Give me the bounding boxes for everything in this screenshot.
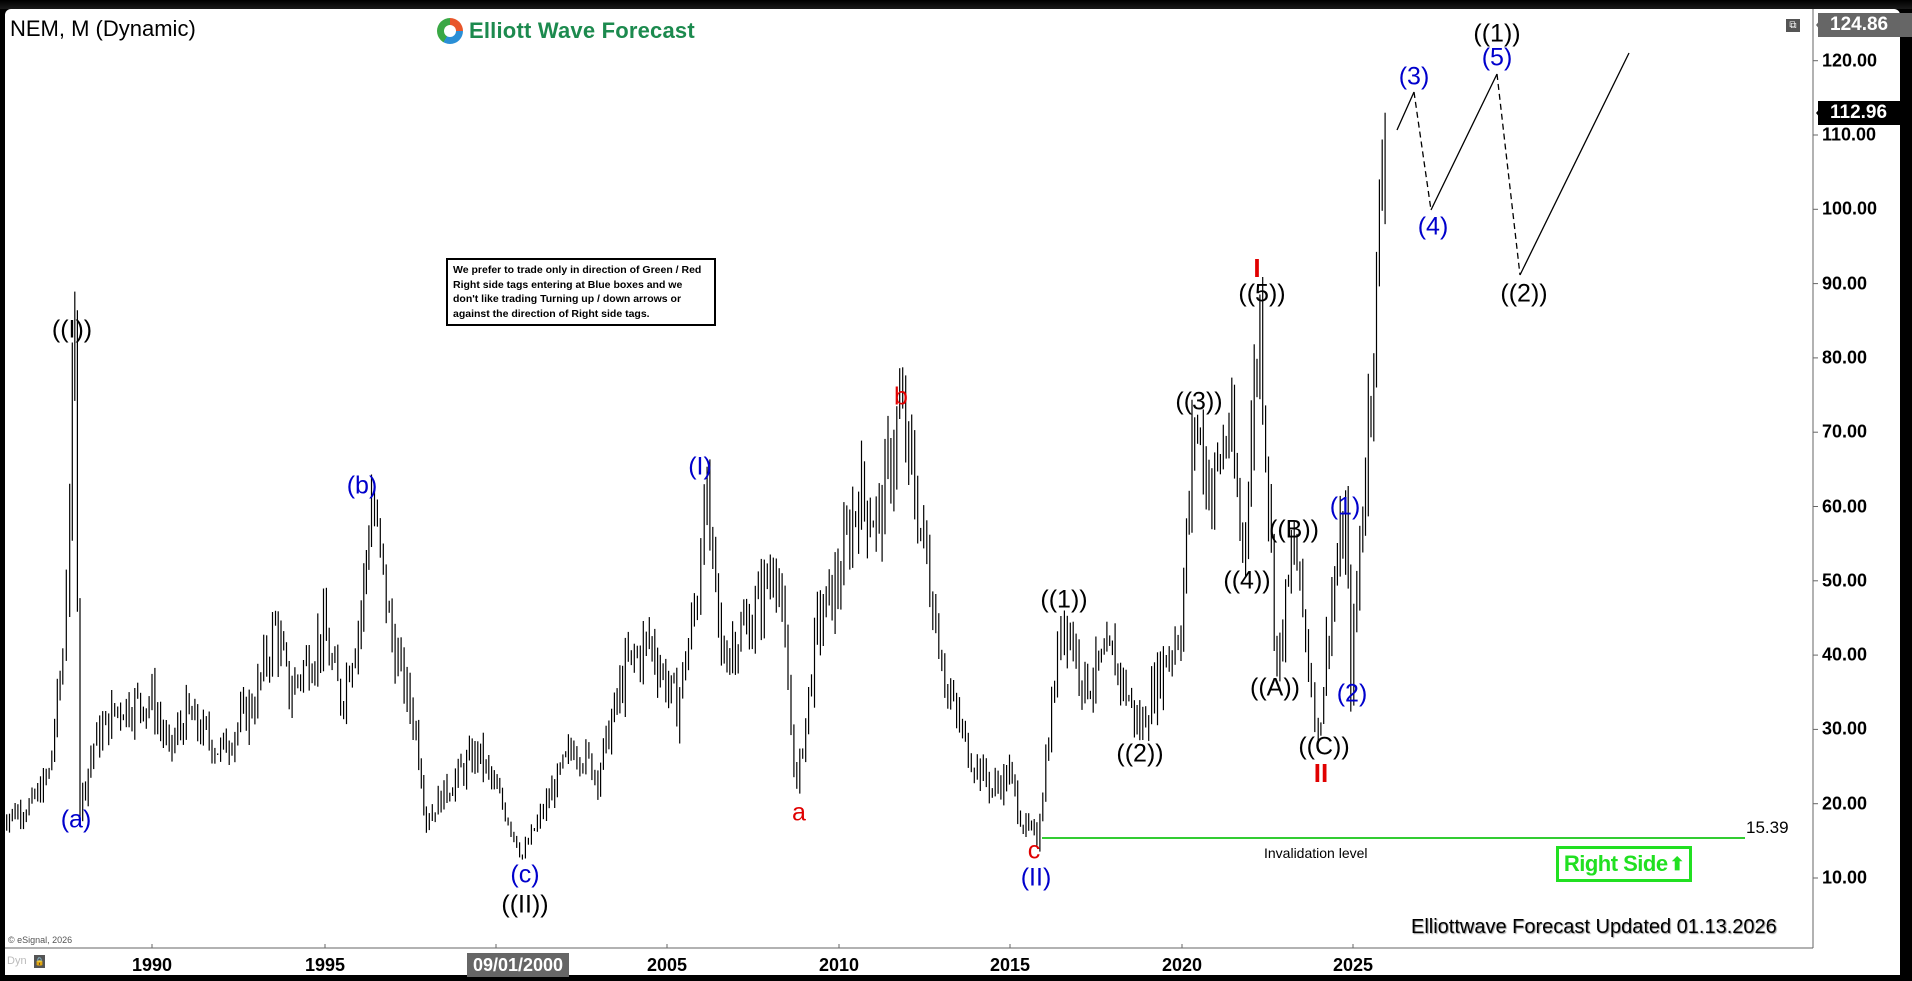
wave-label: ((A)) xyxy=(1250,673,1300,702)
wave-label: (II) xyxy=(1020,863,1052,892)
right-side-tag: Right Side ⬆ xyxy=(1556,846,1692,882)
wave-label: ((3)) xyxy=(1175,387,1223,416)
price-axis-label: 20.00 xyxy=(1822,793,1868,814)
wave-label: ((C)) xyxy=(1298,732,1350,761)
wave-label: (5) xyxy=(1481,43,1513,72)
wave-label: (c) xyxy=(510,860,540,889)
wave-label: II xyxy=(1313,758,1329,788)
price-axis-label: 10.00 xyxy=(1822,867,1868,888)
price-axis-label: 50.00 xyxy=(1822,570,1868,591)
lock-icon[interactable]: 🔒 xyxy=(34,955,45,968)
high-price-tag: 124.86 xyxy=(1816,13,1912,37)
time-axis-label: 2025 xyxy=(1332,955,1374,975)
chart-window xyxy=(5,9,1900,975)
wave-label: (2) xyxy=(1336,679,1368,708)
crosshair-date-label: 09/01/2000 xyxy=(467,953,569,977)
wave-label: (1) xyxy=(1329,492,1361,521)
logo-text: Elliott Wave Forecast xyxy=(469,18,695,43)
price-axis-label: 40.00 xyxy=(1822,644,1868,665)
wave-label: ((1)) xyxy=(1473,19,1521,48)
time-axis-label: 1990 xyxy=(131,955,173,975)
wave-label: ((I)) xyxy=(51,315,93,344)
wave-label: (a) xyxy=(60,805,92,834)
logo-mark-icon xyxy=(437,18,463,44)
wave-label: ((2)) xyxy=(1500,279,1548,308)
wave-label: b xyxy=(894,382,908,411)
copyright-text: © eSignal, 2026 xyxy=(8,935,73,945)
last-price-tag: 112.96 xyxy=(1816,101,1912,125)
time-axis-label: 2015 xyxy=(989,955,1031,975)
wave-label: ((2)) xyxy=(1116,739,1164,768)
dyn-label[interactable]: Dyn xyxy=(7,955,27,967)
price-axis-label: 80.00 xyxy=(1822,347,1868,368)
restore-window-icon[interactable]: ⧉ xyxy=(1786,19,1800,32)
price-axis-label: 120.00 xyxy=(1822,50,1878,71)
price-axis-label: 90.00 xyxy=(1822,273,1868,294)
projection-path xyxy=(1396,52,1630,276)
price-axis-ticks xyxy=(1813,60,1818,879)
chart-title: NEM, M (Dynamic) xyxy=(10,16,196,41)
time-axis-label: 2010 xyxy=(818,955,860,975)
wave-label: ((II)) xyxy=(501,890,549,919)
price-axis-label: 70.00 xyxy=(1822,421,1868,442)
price-bars xyxy=(6,112,1386,860)
wave-label: ((5)) xyxy=(1238,279,1286,308)
price-chart[interactable] xyxy=(5,9,1900,975)
wave-label: I xyxy=(1253,253,1261,283)
wave-label: a xyxy=(792,798,806,827)
time-axis-label: 2020 xyxy=(1161,955,1203,975)
wave-label: (b) xyxy=(346,471,378,500)
wave-label: (4) xyxy=(1417,212,1449,241)
window-top-bar xyxy=(0,0,1912,9)
invalidation-value: 15.39 xyxy=(1746,818,1789,837)
wave-label: (3) xyxy=(1398,62,1430,91)
up-arrow-icon: ⬆ xyxy=(1669,853,1685,874)
updated-caption: Elliottwave Forecast Updated 01.13.2026 xyxy=(1411,916,1777,938)
wave-label: ((1)) xyxy=(1040,585,1088,614)
trading-note-box: We prefer to trade only in direction of … xyxy=(446,258,716,326)
price-axis-label: 110.00 xyxy=(1822,124,1877,145)
price-axis-label: 100.00 xyxy=(1822,198,1878,219)
brand-logo: Elliott Wave Forecast xyxy=(437,17,695,45)
invalidation-label: Invalidation level xyxy=(1264,845,1368,861)
wave-label: (I) xyxy=(688,452,712,481)
wave-label: ((B)) xyxy=(1269,515,1319,544)
time-axis-label: 1995 xyxy=(304,955,346,975)
time-axis-ticks xyxy=(151,944,1354,948)
price-axis-label: 30.00 xyxy=(1822,718,1868,739)
price-axis-label: 60.00 xyxy=(1822,496,1868,516)
right-side-label: Right Side xyxy=(1563,851,1668,876)
wave-label: ((4)) xyxy=(1223,566,1271,595)
wave-label: c xyxy=(1027,836,1041,865)
time-axis-label: 2005 xyxy=(646,955,688,975)
